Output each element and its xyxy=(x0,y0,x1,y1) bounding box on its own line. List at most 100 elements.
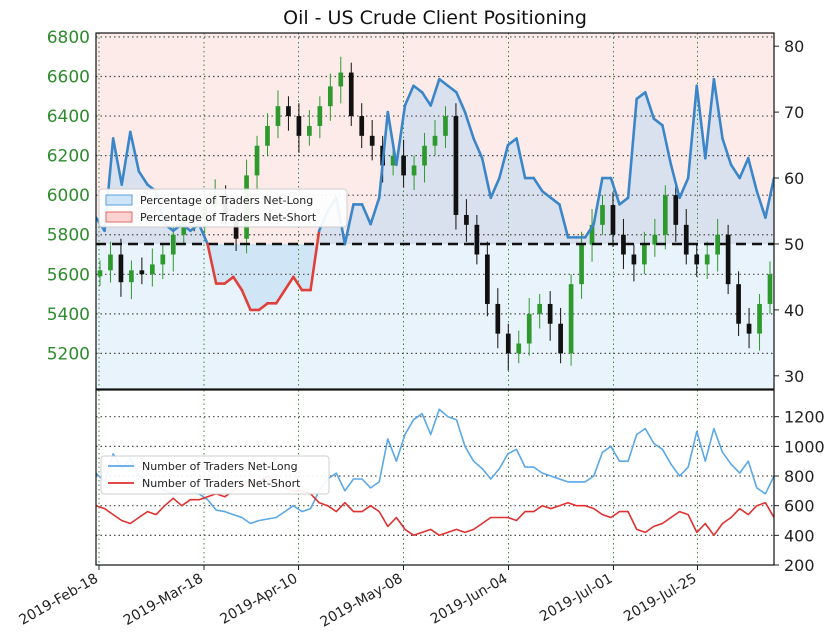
percent-tick-label: 70 xyxy=(784,103,804,122)
candle-body xyxy=(725,234,731,285)
legend-top-box xyxy=(98,188,348,228)
percentage-line-segment xyxy=(515,137,527,180)
percent-tick-label: 80 xyxy=(784,37,804,56)
candle-body xyxy=(327,86,333,107)
candle-body xyxy=(568,284,574,354)
percentage-line-segment xyxy=(764,176,774,219)
legend-bottom-box xyxy=(100,455,330,495)
percentage-line-segment xyxy=(206,242,218,285)
date-tick-label: 2019-Jun-04 xyxy=(428,571,511,628)
candle-body xyxy=(453,116,459,215)
percentage-line-segment xyxy=(472,137,484,160)
percentage-line-segment xyxy=(635,91,647,101)
percentage-line-segment xyxy=(232,275,244,292)
percentage-line-segment xyxy=(377,110,390,200)
count-tick-label: 800 xyxy=(784,467,815,486)
price-tick-label: 6800 xyxy=(47,28,90,48)
percentage-line-segment xyxy=(592,176,604,226)
candle-body xyxy=(621,234,626,255)
percentage-line-segment xyxy=(463,110,475,140)
candle-body xyxy=(390,155,396,166)
candle-body xyxy=(484,254,490,304)
percentage-line-segment xyxy=(111,137,124,186)
price-tick-label: 5200 xyxy=(47,344,90,364)
candle-body xyxy=(526,313,532,344)
percentage-line-segment xyxy=(309,229,321,292)
percentage-line-segment xyxy=(746,156,759,193)
candle-body xyxy=(610,205,616,235)
percentage-line-segment xyxy=(403,84,415,107)
candle-body xyxy=(307,125,312,136)
legend-label-count-short: Number of Traders Net-Short xyxy=(142,477,301,490)
candle-body xyxy=(97,270,103,277)
candle-body xyxy=(579,244,584,285)
percent-tick-label: 40 xyxy=(784,301,804,320)
count-tick-label: 1000 xyxy=(784,437,825,456)
candle-body xyxy=(443,116,448,136)
candle-body xyxy=(474,224,480,255)
candle-body xyxy=(317,106,323,126)
percentage-line-segment xyxy=(721,137,733,167)
count-tick-label: 600 xyxy=(784,497,815,516)
candle-body xyxy=(715,234,721,255)
candle-body xyxy=(432,135,438,146)
percentage-line-segment xyxy=(678,176,690,200)
bottom-panel-frame xyxy=(95,389,775,566)
candle-body xyxy=(505,333,511,354)
date-tick-label: 2019-Mar-18 xyxy=(121,571,206,629)
percentage-line-segment xyxy=(223,275,235,285)
date-tick-label: 2019-Apr-10 xyxy=(218,571,301,628)
legend-label-count-long: Number of Traders Net-Long xyxy=(142,460,298,473)
percentage-line-segment xyxy=(480,156,493,200)
percentage-line-segment xyxy=(240,288,252,312)
candle-body xyxy=(704,254,710,265)
price-tick-label: 6600 xyxy=(47,68,90,88)
percentage-line-segment xyxy=(583,222,596,239)
candle-body xyxy=(422,145,427,166)
percentage-line-segment xyxy=(540,189,553,200)
candle-body xyxy=(683,224,689,255)
date-tick-label: 2019-May-08 xyxy=(318,571,406,631)
percentage-line-segment xyxy=(704,77,716,160)
percentage-line-segment xyxy=(618,196,630,206)
percentage-line-segment xyxy=(712,77,724,140)
percentage-line-segment xyxy=(695,84,707,160)
candle-body xyxy=(118,254,124,283)
percentage-line-segment xyxy=(686,84,699,180)
percentage-line-segment xyxy=(343,203,355,246)
percentage-line-segment xyxy=(489,176,501,200)
x-axis: 2019-Feb-18 2019-Mar-18 2019-Apr-10 2019-Ma… xyxy=(16,565,700,631)
price-tick-label: 5600 xyxy=(47,265,90,285)
candle-body xyxy=(736,284,741,324)
candle-body xyxy=(589,224,595,245)
date-tick-label: 2019-Jul-01 xyxy=(537,571,615,625)
candle-body xyxy=(662,195,668,235)
legend-swatch-net-short xyxy=(105,211,133,223)
percentage-line-segment xyxy=(129,130,141,173)
candle-body xyxy=(348,72,354,117)
candle-body xyxy=(757,303,762,334)
percentage-line-segment xyxy=(274,288,287,305)
net-short-count-line xyxy=(96,475,774,537)
candle-body xyxy=(694,254,700,265)
candle-body xyxy=(108,254,113,271)
candle-body xyxy=(767,274,773,304)
price-tick-label: 5400 xyxy=(47,305,90,325)
percentage-line-segment xyxy=(549,196,561,206)
legend-percentage: Percentage of Traders Net-Long Percentage… xyxy=(98,188,348,228)
candle-body xyxy=(464,214,469,225)
candle-body xyxy=(265,125,270,146)
top-panel-frame xyxy=(95,32,775,390)
percentage-line-segment xyxy=(609,176,621,206)
candle-body xyxy=(254,145,260,176)
percent-tick-label: 50 xyxy=(784,235,804,254)
percentage-line-segment xyxy=(429,77,441,107)
percentage-line-segment xyxy=(669,163,681,200)
candle-body xyxy=(652,234,658,245)
candle-body xyxy=(631,254,637,265)
candle-body xyxy=(139,270,145,275)
candle-body xyxy=(600,205,605,225)
candle-body xyxy=(296,116,302,136)
percentage-line-segment xyxy=(412,84,424,94)
